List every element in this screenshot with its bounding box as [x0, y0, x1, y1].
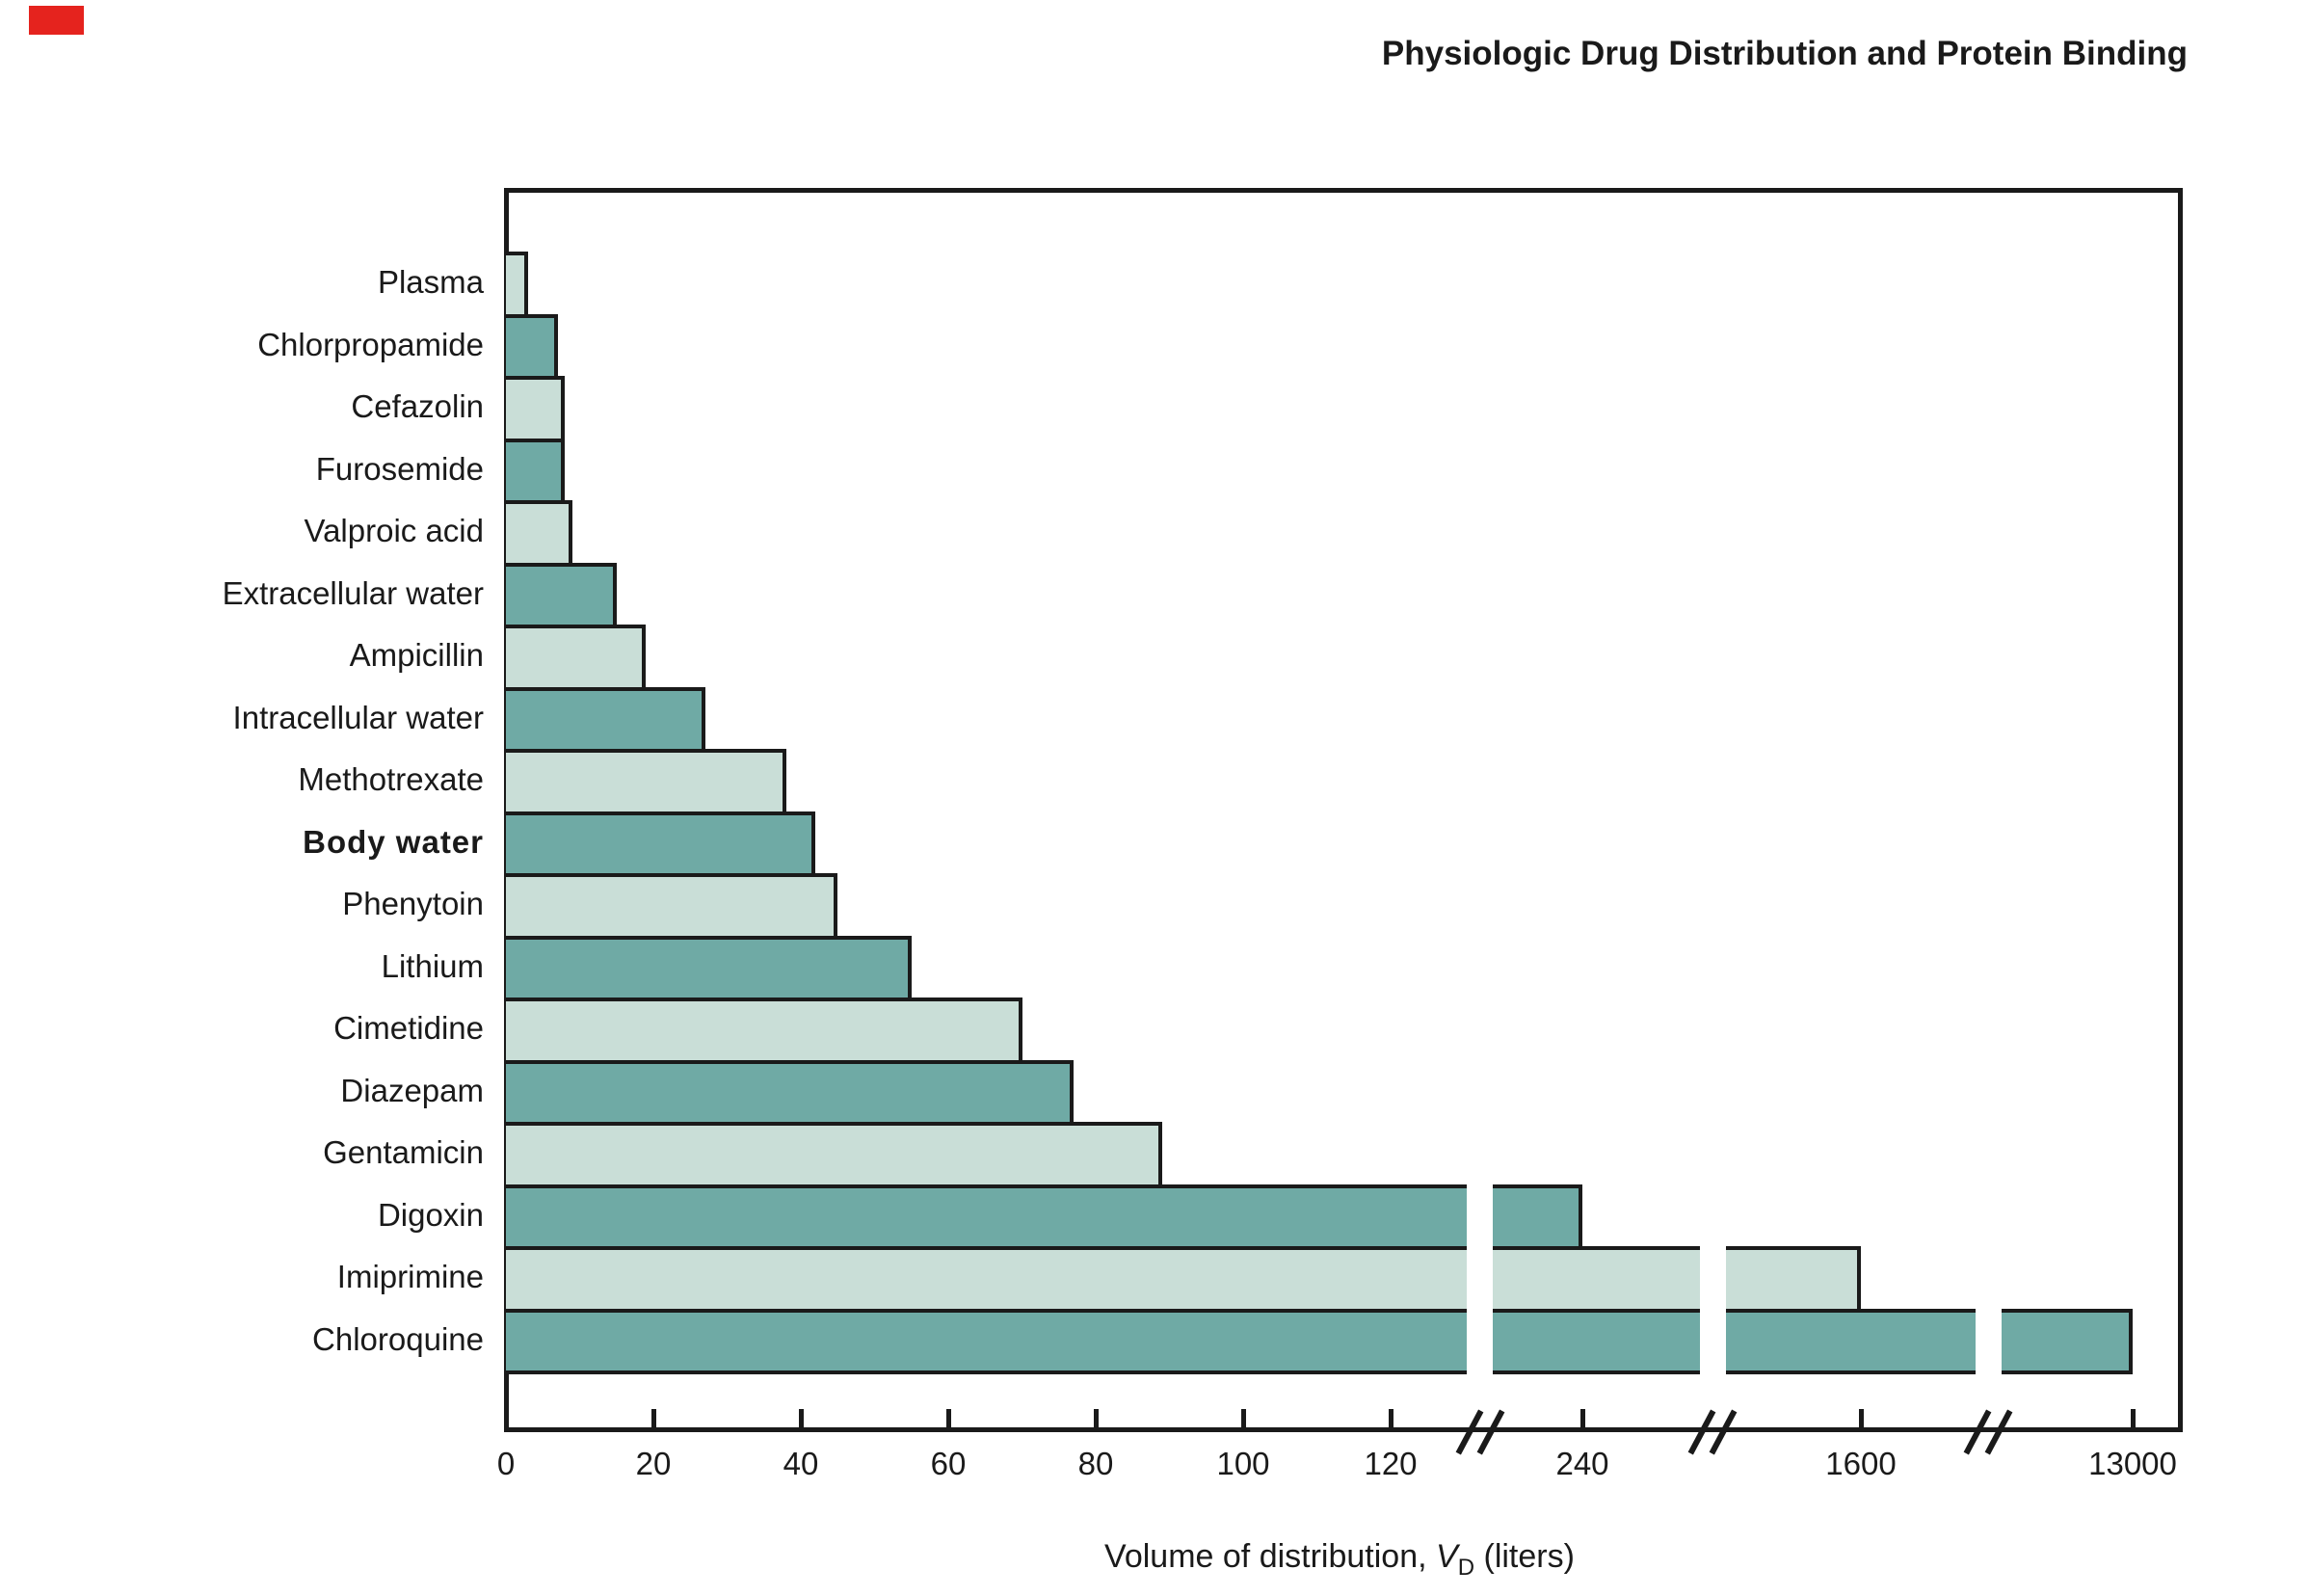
category-label-phenytoin: Phenytoin — [342, 886, 484, 921]
x-tick-label-60: 60 — [930, 1446, 967, 1481]
bar-cimetidine — [506, 998, 1022, 1064]
x-tick-label-80: 80 — [1077, 1446, 1114, 1481]
bar-chlorpropamide — [506, 313, 558, 380]
category-label-extracellular-water: Extracellular water — [222, 574, 484, 611]
scale-break-gap-3 — [1976, 1308, 2002, 1374]
bar-furosemide — [506, 438, 566, 504]
category-label-body-water: Body water — [303, 823, 484, 860]
x-tick-80 — [1094, 1409, 1099, 1432]
bar-methotrexate — [506, 749, 786, 815]
scale-break-gap-1 — [1467, 1184, 1493, 1374]
bar-cefazolin — [506, 376, 566, 442]
category-label-cefazolin: Cefazolin — [351, 388, 484, 424]
category-label-intracellular-water: Intracellular water — [232, 699, 484, 735]
x-tick-100 — [1241, 1409, 1246, 1432]
x-tick-40 — [799, 1409, 804, 1432]
category-label-imiprimine: Imiprimine — [336, 1259, 484, 1294]
x-tick-label-100: 100 — [1216, 1446, 1270, 1481]
bar-diazepam — [506, 1059, 1075, 1126]
category-label-plasma: Plasma — [377, 264, 484, 300]
scale-break-gap-2 — [1700, 1246, 1726, 1374]
category-label-diazepam: Diazepam — [340, 1072, 484, 1108]
bar-intracellular-water — [506, 686, 705, 753]
bar-lithium — [506, 935, 912, 1001]
x-tick-label-13000: 13000 — [2088, 1446, 2177, 1481]
x-axis-title: Volume of distribution, VD (liters) — [761, 1538, 1918, 1582]
bar-body-water — [506, 811, 816, 877]
x-tick-label-1600: 1600 — [1825, 1446, 1897, 1481]
bar-ampicillin — [506, 625, 647, 691]
bar-imiprimine — [506, 1246, 1861, 1313]
category-label-ampicillin: Ampicillin — [349, 637, 484, 673]
category-label-digoxin: Digoxin — [377, 1196, 484, 1233]
chart-title: Physiologic Drug Distribution and Protei… — [1381, 35, 2188, 72]
category-label-gentamicin: Gentamicin — [323, 1134, 484, 1170]
x-tick-20 — [651, 1409, 656, 1432]
category-label-cimetidine: Cimetidine — [333, 1010, 484, 1046]
x-tick-label-0: 0 — [496, 1446, 516, 1481]
x-tick-240 — [1580, 1409, 1585, 1432]
category-label-chloroquine: Chloroquine — [312, 1320, 484, 1357]
x-axis-title-subscript: D — [1457, 1555, 1475, 1581]
x-tick-120 — [1389, 1409, 1393, 1432]
x-tick-13000 — [2131, 1409, 2136, 1432]
x-tick-label-40: 40 — [783, 1446, 819, 1481]
x-axis-title-prefix: Volume of distribution, — [1104, 1538, 1437, 1575]
category-label-methotrexate: Methotrexate — [298, 761, 484, 797]
x-axis-title-variable: V — [1436, 1538, 1458, 1575]
x-axis-title-suffix: (liters) — [1474, 1538, 1575, 1575]
bar-digoxin — [506, 1184, 1582, 1250]
category-label-furosemide: Furosemide — [315, 450, 484, 487]
x-tick-label-120: 120 — [1364, 1446, 1418, 1481]
bar-plasma — [506, 252, 528, 318]
x-tick-60 — [946, 1409, 951, 1432]
bar-phenytoin — [506, 873, 838, 940]
bar-valproic-acid — [506, 500, 572, 567]
bar-chloroquine — [506, 1308, 2133, 1374]
x-tick-label-240: 240 — [1555, 1446, 1609, 1481]
bar-extracellular-water — [506, 562, 617, 628]
category-label-valproic-acid: Valproic acid — [304, 513, 484, 548]
x-tick-label-20: 20 — [635, 1446, 672, 1481]
category-label-chlorpropamide: Chlorpropamide — [257, 326, 484, 362]
red-corner-marker — [29, 6, 84, 35]
category-label-lithium: Lithium — [381, 947, 484, 984]
bar-gentamicin — [506, 1122, 1162, 1188]
x-tick-1600 — [1859, 1409, 1864, 1432]
